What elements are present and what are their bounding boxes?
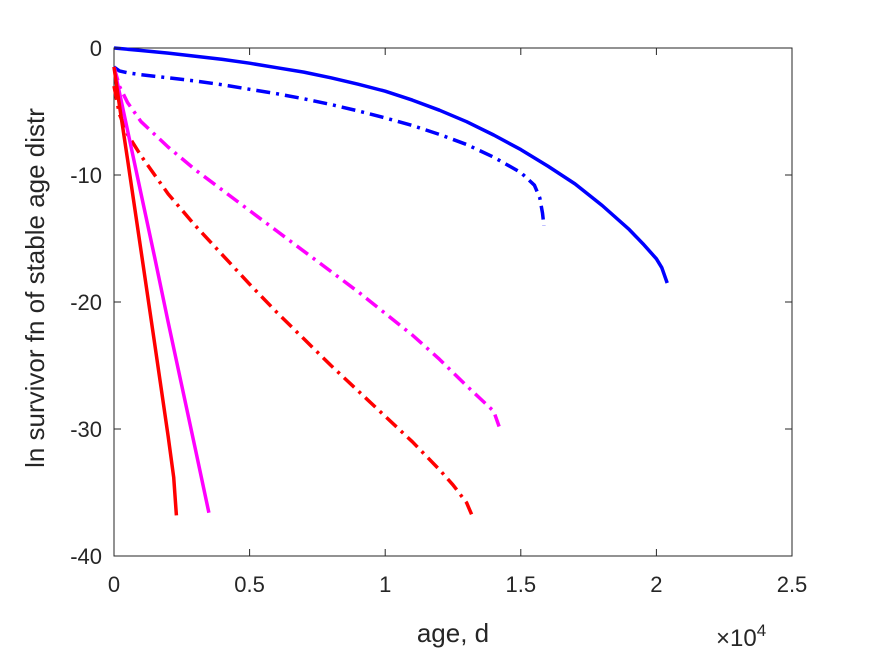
series-line-2	[112, 65, 546, 226]
y-axis-label: ln survivor fn of stable age distr	[20, 108, 50, 468]
y-tick-label: -30	[70, 417, 102, 442]
plot-area: 0 0.5 1 1.5 2 2.5 0 -10 -20 -30 -40	[70, 36, 807, 597]
x-tick-label: 1.5	[506, 572, 537, 597]
x-tick-label: 2.5	[777, 572, 808, 597]
series-line-5	[112, 66, 211, 514]
x-axis-multiplier: ×104	[716, 621, 766, 652]
x-tick-label: 0	[108, 572, 120, 597]
series-line-4	[112, 85, 474, 517]
series-line-3	[112, 66, 501, 428]
axes-box	[113, 47, 793, 557]
x-axis-multiplier-exponent: 4	[757, 621, 766, 640]
x-tick-label: 0.5	[234, 572, 265, 597]
x-tick-label: 2	[650, 572, 662, 597]
x-tick-label: 1	[379, 572, 391, 597]
y-tick-label: 0	[90, 36, 102, 61]
series-line-1	[113, 46, 669, 284]
series-layer	[112, 46, 669, 517]
ticks-layer: 0 0.5 1 1.5 2 2.5 0 -10 -20 -30 -40	[70, 36, 807, 597]
series-line-6	[112, 66, 179, 516]
x-axis-multiplier-base: ×10	[716, 625, 757, 652]
x-axis-label: age, d	[417, 618, 489, 648]
y-tick-label: -20	[70, 290, 102, 315]
y-tick-label: -40	[70, 544, 102, 569]
y-tick-label: -10	[70, 163, 102, 188]
